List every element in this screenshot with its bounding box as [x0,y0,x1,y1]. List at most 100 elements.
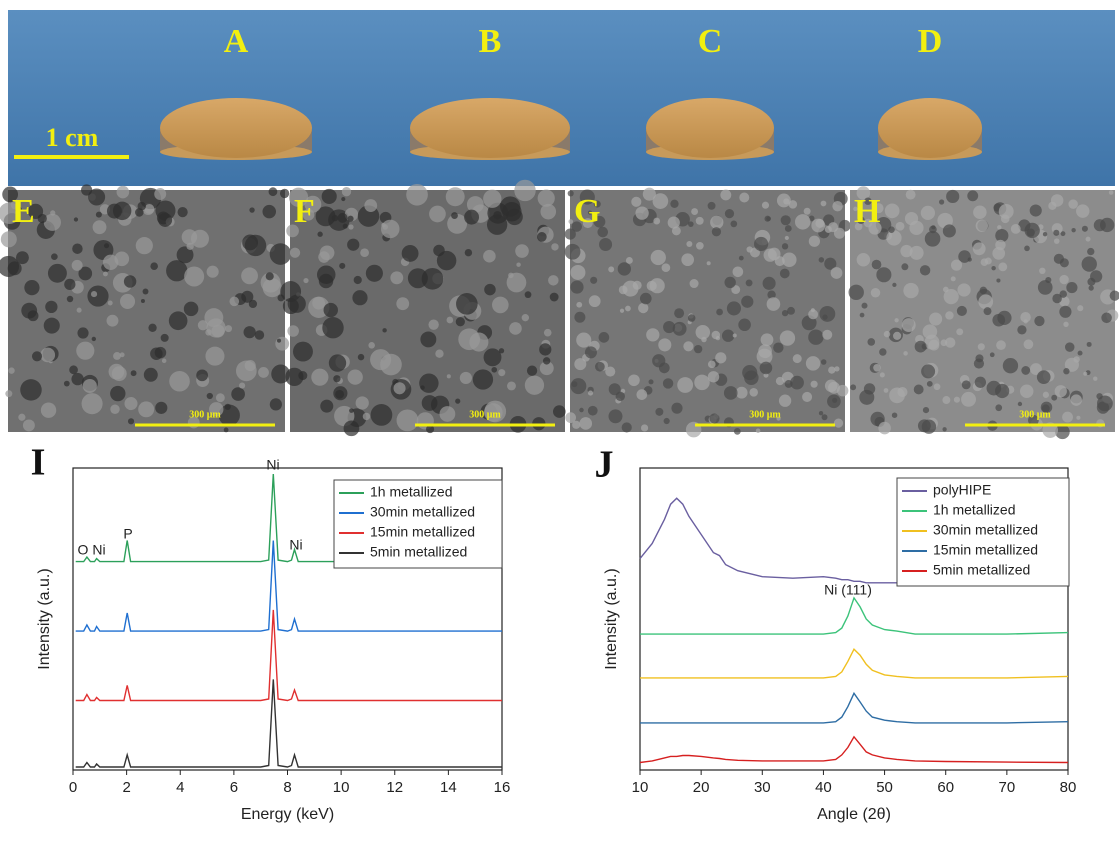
sem-texture [744,370,759,385]
sem-texture [647,281,657,291]
sem-texture [269,187,278,196]
sem-texture [1003,358,1018,373]
sem-texture [91,291,97,297]
y-axis-label: Intensity (a.u.) [36,568,53,669]
sem-texture [785,380,793,388]
x-tick-label: 8 [283,779,291,796]
legend-label: 30min metallized [933,522,1038,538]
sem-texture [229,297,239,307]
sem-texture [342,187,351,196]
sem-texture [249,207,254,212]
sem-texture [942,427,946,431]
sem-texture [138,401,154,417]
sem-texture [515,244,529,258]
sem-texture [888,226,895,233]
legend-label: 5min metallized [933,562,1030,578]
sem-texture [921,364,935,378]
sem-texture [368,342,375,349]
x-tick-label: 40 [815,779,832,796]
sem-texture [92,337,96,341]
sem-texture [636,389,647,400]
sem-texture [862,303,868,309]
panel-label: E [12,193,35,230]
peak-annotation: Ni [266,457,279,473]
sem-texture [1090,270,1102,282]
sem-texture [733,266,744,277]
sem-texture [428,319,438,329]
sem-texture [32,351,42,361]
sem-texture [422,268,444,290]
x-tick-label: 30 [754,779,771,796]
sem-texture [64,381,70,387]
sem-texture [579,417,592,430]
sem-texture [354,276,362,284]
sem-texture [77,308,82,313]
sem-texture [212,324,225,337]
sem-texture [429,206,446,223]
sem-texture [144,368,158,382]
sem-texture [124,397,137,410]
sem-texture [182,229,197,244]
sem-texture [822,314,827,319]
sem-texture [1043,392,1049,398]
sem-texture [961,392,976,407]
sem-texture [166,260,187,281]
sem-texture [311,369,328,386]
sem-texture [701,337,706,342]
sem-texture [1094,219,1106,231]
peak-annotation: Ni [289,537,302,553]
sem-texture [957,283,970,296]
sem-texture [1024,339,1034,349]
sem-texture [761,333,774,346]
sem-texture [664,418,670,424]
sem-texture [984,307,992,315]
sem-texture [894,318,898,322]
sem-texture [72,243,82,253]
sem-texture [514,180,535,201]
sem-texture [169,371,190,392]
sem-texture [633,281,642,290]
sem-texture [1059,306,1071,318]
sem-texture [103,255,118,270]
sem-texture [922,419,936,433]
sem-texture [821,359,826,364]
sem-texture [760,362,773,375]
sem-texture [780,330,795,345]
sem-texture [670,200,678,208]
sem-texture [708,202,716,210]
sem-texture [161,334,169,342]
sem-texture [241,267,258,284]
sem-texture [819,306,835,322]
sem-texture [537,232,547,242]
sem-texture [815,219,824,228]
sem-texture [5,390,12,397]
sem-texture [447,317,454,324]
sem-texture [107,204,122,219]
sem-texture [263,278,282,297]
sem-texture [117,186,130,199]
sem-texture [103,271,108,276]
sem-texture [239,383,245,389]
sem-texture [934,383,941,390]
x-tick-label: 12 [386,779,403,796]
sem-texture [779,395,791,407]
sem-texture [691,208,698,215]
sem-texture [1083,372,1087,376]
sem-texture [1,231,17,247]
sem-texture [1045,277,1051,283]
x-tick-label: 80 [1060,779,1077,796]
sem-texture [553,405,566,418]
sem-texture [344,420,360,436]
sem-texture [207,393,213,399]
sem-texture [341,197,345,201]
sem-texture [484,284,495,295]
sem-texture [568,219,573,224]
sem-texture [141,299,145,303]
sem-texture [923,407,929,413]
sem-texture [859,390,874,405]
sem-texture [148,324,156,332]
sem-texture [451,212,458,219]
sem-texture [886,230,901,245]
sem-texture [1054,238,1060,244]
sample-label: C [698,23,723,60]
